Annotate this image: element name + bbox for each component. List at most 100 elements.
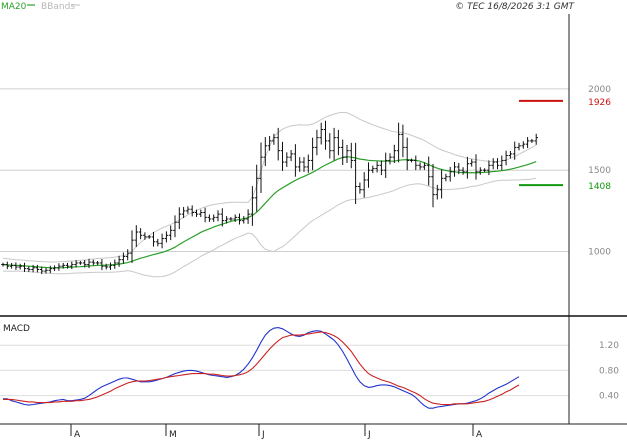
price-bar: [27, 266, 31, 272]
price-bar: [396, 122, 401, 163]
price-bar: [379, 160, 384, 176]
axes: 1000 1500 2000 0.40 0.80 1.20 A M J J A: [0, 14, 627, 440]
price-bar: [211, 214, 216, 222]
macd-line: [3, 327, 520, 409]
price-bar: [143, 232, 147, 240]
price-bar: [181, 206, 186, 219]
price-bar: [469, 159, 474, 167]
price-bar: [22, 262, 27, 273]
price-bar: [401, 124, 405, 158]
price-bar: [371, 165, 375, 174]
price-bar: [319, 122, 323, 145]
legend-bbands: BBands: [41, 2, 75, 12]
price-bar: [100, 259, 104, 271]
price-bar: [259, 142, 263, 193]
price-bar: [366, 162, 371, 188]
price-bar: [349, 142, 354, 169]
price-bar: [418, 162, 422, 170]
price-bar: [104, 263, 108, 270]
price-bar: [237, 213, 242, 225]
price-bar: [482, 168, 487, 173]
price-bar: [426, 156, 431, 186]
price-bar: [358, 182, 362, 194]
price-bar: [1, 262, 5, 267]
price-bar: [534, 133, 538, 145]
price-bar: [285, 152, 289, 167]
price-bar: [375, 161, 379, 173]
month-label: M: [169, 430, 177, 440]
price-bar: [134, 225, 139, 247]
price-bar: [323, 120, 328, 150]
price-bar: [500, 155, 504, 171]
price-bar: [388, 153, 392, 165]
macd-tick-label: 0.40: [599, 392, 619, 402]
price-bar: [310, 137, 315, 171]
price-bar: [405, 137, 409, 171]
price-bar: [267, 136, 272, 151]
price-bar: [82, 260, 87, 268]
price-bar: [52, 265, 57, 272]
price-bar: [168, 225, 173, 241]
price-bar: [130, 230, 134, 263]
price-bar: [336, 129, 341, 156]
price-bar: [203, 207, 207, 223]
bband-lower-line: [3, 177, 537, 278]
price-bar: [297, 157, 302, 172]
price-tick-label: 1500: [588, 166, 611, 176]
price-bar: [18, 263, 22, 270]
price-bar: [461, 167, 465, 175]
price-bar: [70, 261, 74, 270]
month-label: A: [74, 430, 81, 440]
price-bar: [108, 262, 113, 270]
price-bar: [125, 249, 130, 261]
price-bar: [138, 228, 143, 240]
price-bar: [504, 150, 508, 166]
price-bar: [383, 152, 388, 179]
price-bar: [44, 267, 48, 274]
price-bar: [5, 261, 10, 270]
price-bar: [31, 264, 35, 273]
price-bar: [392, 144, 397, 164]
price-bar: [95, 260, 100, 265]
price-bar: [254, 164, 259, 212]
price-bar: [147, 234, 151, 239]
price-bar: [362, 172, 366, 198]
price-bar: [345, 144, 349, 164]
macd-lines: [3, 327, 520, 409]
price-bar: [164, 231, 169, 243]
price-bar: [65, 262, 70, 269]
price-bar: [151, 232, 156, 247]
price-bar: [242, 216, 246, 224]
price-bar: [293, 144, 298, 177]
price-bar: [121, 252, 126, 264]
price-bar: [160, 233, 164, 249]
price-bar: [61, 262, 65, 269]
price-bar: [414, 155, 418, 171]
price-bar: [57, 263, 61, 271]
price-bar: [302, 157, 306, 172]
macd-gridlines: [0, 344, 569, 397]
price-bar: [328, 133, 332, 159]
price-tick-label: 2000: [588, 85, 611, 95]
price-bar: [465, 156, 470, 179]
price-bar: [117, 255, 121, 267]
price-bar: [199, 209, 203, 218]
macd-tick-label: 0.80: [599, 366, 619, 376]
month-label: J: [367, 430, 371, 440]
price-bar: [272, 133, 276, 145]
price-bar: [457, 163, 461, 175]
price-bar: [91, 259, 96, 266]
price-bar: [250, 186, 255, 226]
price-bar: [439, 169, 444, 199]
price-bar: [39, 266, 44, 274]
ma20-line: [2, 156, 537, 269]
price-bar: [452, 162, 457, 177]
resistance-level-label: 1926: [588, 98, 611, 108]
price-bar: [14, 262, 18, 270]
price-bar: [340, 139, 345, 165]
price-bar: [435, 184, 440, 200]
price-bar: [220, 208, 225, 227]
price-bar: [280, 141, 285, 171]
price-bar: [229, 217, 233, 221]
